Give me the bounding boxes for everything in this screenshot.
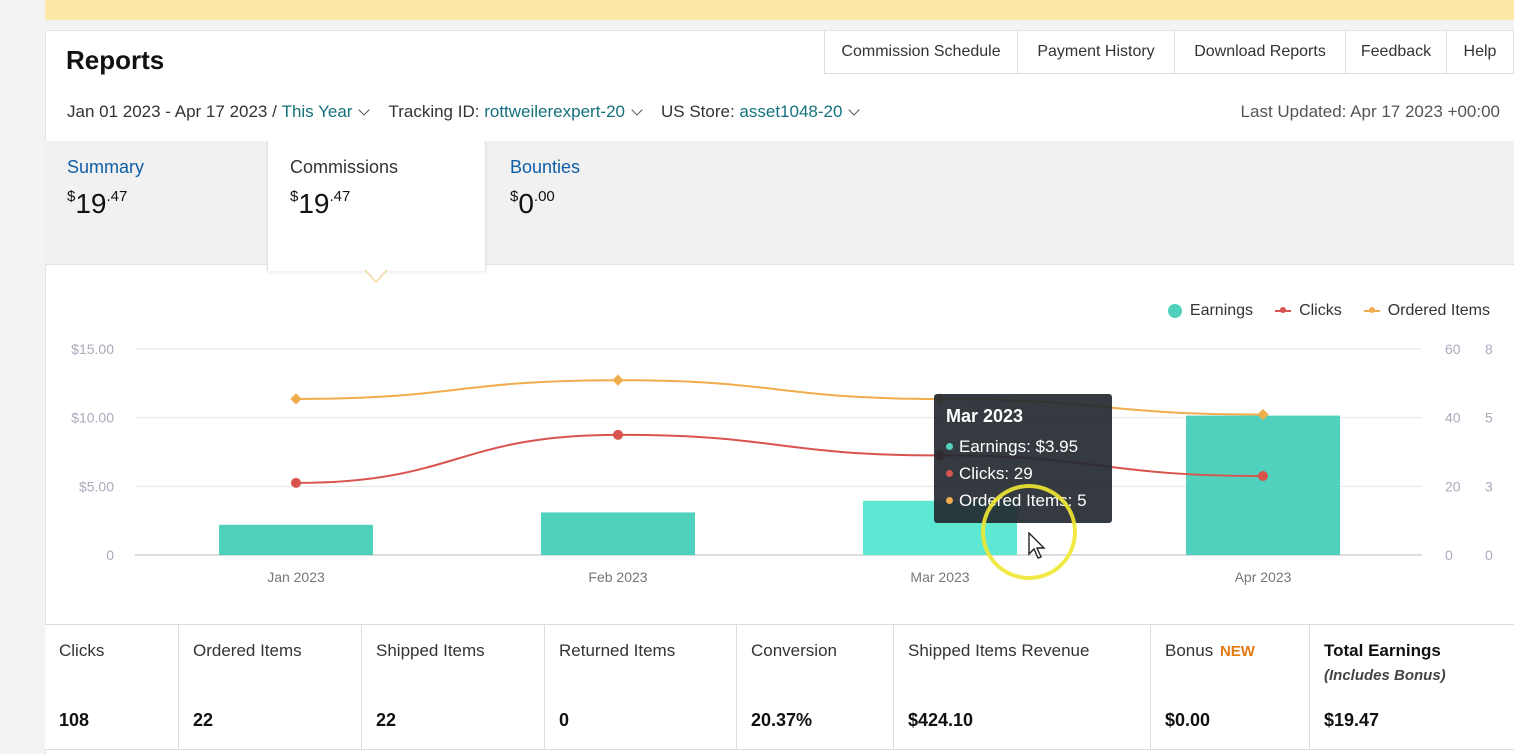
- tab-commission-schedule[interactable]: Commission Schedule: [824, 31, 1018, 74]
- metric-ordered-items: Ordered Items 22: [179, 625, 362, 749]
- ordered-items-line: [295, 379, 1264, 416]
- tooltip-earnings: Earnings: $3.95: [959, 437, 1079, 456]
- metric-bonus: Bonus NEW $0.00: [1151, 625, 1310, 749]
- legend-clicks[interactable]: Clicks: [1275, 302, 1342, 320]
- tab-help[interactable]: Help: [1447, 31, 1514, 74]
- period-dropdown[interactable]: This Year: [281, 102, 353, 121]
- y-left-tick-label: $15.00: [71, 341, 114, 357]
- chevron-down-icon[interactable]: [631, 104, 643, 116]
- tooltip-title: Mar 2023: [946, 406, 1024, 426]
- clicks-line-icon: [1275, 307, 1292, 313]
- ordered-items-point: [1257, 408, 1269, 421]
- store-dropdown[interactable]: asset1048-20: [739, 102, 843, 121]
- chevron-down-icon[interactable]: [848, 104, 861, 116]
- y-right-clicks-tick-label: 20: [1445, 478, 1461, 494]
- ordered-dot-icon: [946, 497, 953, 504]
- report-nav-tabs: Commission Schedule Payment History Down…: [824, 31, 1514, 74]
- y-left-tick-label: 0: [106, 547, 114, 563]
- summary-amount: $19.47: [67, 188, 128, 219]
- tracking-id-label: Tracking ID:: [388, 102, 480, 121]
- earnings-chart: 0 $5.00 $10.00 $15.00 0 20 40 60 0 3 5 8 Jan 2023 Feb…: [71, 341, 1493, 585]
- earnings-dot-icon: [946, 443, 953, 450]
- y-right-clicks-tick-label: 60: [1445, 341, 1461, 357]
- metric-total-earnings: Total Earnings (Includes Bonus) $19.47: [1324, 641, 1446, 730]
- tab-feedback[interactable]: Feedback: [1346, 31, 1447, 74]
- tooltip-clicks: Clicks: 29: [959, 464, 1033, 483]
- bounties-tab-label: Bounties: [510, 157, 581, 177]
- tab-download-reports[interactable]: Download Reports: [1175, 31, 1346, 74]
- y-right-items-tick-label: 0: [1485, 547, 1493, 563]
- ordered-items-point: [612, 374, 624, 386]
- bounties-amount: $0.00: [510, 188, 555, 219]
- legend-earnings[interactable]: Earnings: [1167, 302, 1253, 320]
- ordered-items-point: [290, 393, 302, 405]
- tracking-id-dropdown[interactable]: rottweilerexpert-20: [484, 102, 625, 121]
- summary-tab-label: Summary: [67, 157, 145, 177]
- y-right-items-tick-label: 3: [1485, 478, 1493, 494]
- metrics-table: Clicks 108 Ordered Items 22 Shipped Item…: [45, 624, 1514, 750]
- date-range: Jan 01 2023 - Apr 17 2023 /: [67, 102, 277, 121]
- chevron-down-icon[interactable]: [358, 104, 371, 116]
- legend-ordered-items[interactable]: Ordered Items: [1363, 302, 1490, 320]
- summary-tab-bounties[interactable]: Bounties $0.00: [488, 141, 708, 265]
- x-tick-label: Feb 2023: [588, 569, 647, 585]
- ordered-line-icon: [1363, 307, 1380, 313]
- y-left-tick-label: $5.00: [79, 478, 114, 494]
- clicks-point: [291, 477, 301, 488]
- earnings-dot-icon: [1167, 304, 1182, 318]
- x-tick-label: Jan 2023: [267, 569, 325, 585]
- new-badge: NEW: [1219, 643, 1255, 660]
- commissions-amount: $19.47: [290, 188, 351, 219]
- metric-shipped-revenue: Shipped Items Revenue $424.10: [894, 625, 1151, 749]
- store-label: US Store:: [660, 102, 735, 121]
- earnings-bar: [219, 524, 373, 555]
- y-right-clicks-tick-label: 0: [1445, 547, 1453, 563]
- metric-conversion: Conversion 20.37%: [737, 625, 894, 749]
- cursor-highlight: [981, 484, 1077, 580]
- mouse-pointer-icon: [1028, 532, 1046, 559]
- filter-bar: Jan 01 2023 - Apr 17 2023 / This Year Tr…: [67, 102, 861, 122]
- earnings-bar: [1186, 415, 1340, 555]
- y-left-tick-label: $10.00: [71, 410, 114, 426]
- page-title: Reports: [66, 45, 165, 75]
- y-right-items-tick-label: 8: [1485, 341, 1493, 357]
- last-updated: Last Updated: Apr 17 2023 +00:00: [1240, 102, 1500, 121]
- x-tick-label: Mar 2023: [910, 569, 969, 585]
- metric-clicks: Clicks 108: [45, 625, 179, 749]
- clicks-point: [1258, 471, 1268, 482]
- clicks-point: [613, 429, 623, 440]
- y-right-items-tick-label: 5: [1485, 410, 1493, 426]
- active-tab-caret-icon: [364, 269, 388, 284]
- x-tick-label: Apr 2023: [1235, 569, 1292, 585]
- commissions-tab-label: Commissions: [290, 157, 399, 177]
- clicks-line: [295, 433, 1264, 484]
- clicks-dot-icon: [946, 470, 953, 477]
- metric-returned-items: Returned Items 0: [545, 625, 737, 749]
- notification-banner: [45, 0, 1514, 20]
- earnings-bar: [541, 512, 695, 555]
- metric-shipped-items: Shipped Items 22: [362, 625, 545, 749]
- tab-payment-history[interactable]: Payment History: [1018, 31, 1175, 74]
- summary-tab-summary[interactable]: Summary $19.47: [45, 141, 267, 265]
- summary-tab-commissions[interactable]: Commissions $19.47: [267, 141, 486, 271]
- y-right-clicks-tick-label: 40: [1445, 410, 1461, 426]
- chart-legend: Earnings Clicks Ordered Items: [1167, 302, 1490, 320]
